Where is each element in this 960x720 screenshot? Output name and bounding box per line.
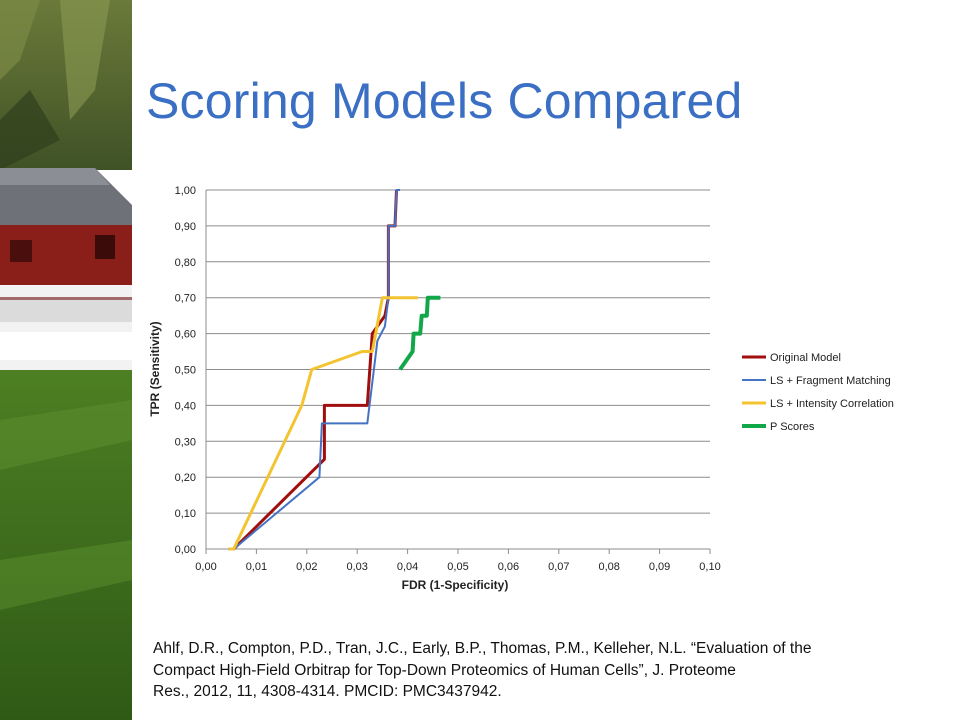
y-tick-label: 0,20 — [175, 472, 196, 484]
x-tick-label: 0,02 — [296, 561, 317, 573]
y-tick-label: 0,10 — [175, 508, 196, 520]
side-photo — [0, 0, 132, 720]
legend-label: LS + Intensity Correlation — [770, 398, 894, 410]
x-tick-labels: 0,00 0,01 0,02 0,03 0,04 0,05 0,06 0,07 0,08 0,09… — [195, 561, 720, 573]
x-tick-label: 0,00 — [195, 561, 216, 573]
y-tick-label: 0,80 — [175, 257, 196, 269]
series-lines — [228, 189, 441, 551]
citation-line: Ahlf, D.R., Compton, P.D., Tran, J.C., E… — [153, 640, 812, 657]
x-tick-label: 0,04 — [397, 561, 418, 573]
series-line-4 — [398, 295, 441, 371]
y-tick-label: 0,40 — [175, 400, 196, 412]
legend-label: Original Model — [770, 352, 841, 364]
y-tick-label: 1,00 — [175, 185, 196, 197]
legend-label: LS + Fragment Matching — [770, 375, 891, 387]
citation-line: Res., 2012, 11, 4308-4314. PMCID: PMC343… — [153, 683, 502, 700]
x-tick-label: 0,08 — [598, 561, 619, 573]
gridlines — [205, 189, 711, 554]
citation-line: Compact High-Field Orbitrap for Top-Down… — [153, 661, 736, 679]
x-tick-label: 0,06 — [498, 561, 519, 573]
x-tick-label: 0,07 — [548, 561, 569, 573]
x-tick-label: 0,09 — [649, 561, 670, 573]
y-tick-labels: 0,00 0,10 0,20 0,30 0,40 0,50 0,60 0,70 0,80 0,90… — [175, 185, 196, 556]
y-tick-label: 0,60 — [175, 329, 196, 341]
x-tick-label: 0,01 — [246, 561, 267, 573]
y-tick-label: 0,30 — [175, 436, 196, 448]
x-tick-label: 0,10 — [699, 561, 720, 573]
legend-label: P Scores — [770, 421, 815, 433]
series-line-3 — [228, 296, 418, 551]
y-tick-label: 0,70 — [175, 293, 196, 305]
series-line-2 — [228, 189, 400, 550]
x-tick-label: 0,05 — [447, 561, 468, 573]
y-tick-label: 0,00 — [175, 544, 196, 556]
x-axis-label: FDR (1-Specificity) — [402, 578, 509, 592]
y-axis-label: TPR (Sensitivity) — [148, 321, 162, 416]
x-tick-label: 0,03 — [346, 561, 367, 573]
y-tick-label: 0,50 — [175, 365, 196, 377]
citation: Ahlf, D.R., Compton, P.D., Tran, J.C., E… — [153, 638, 913, 703]
slide-title: Scoring Models Compared — [146, 73, 743, 129]
legend: Original Model LS + Fragment Matching LS +… — [742, 352, 894, 433]
farm-photo-image — [0, 0, 132, 720]
roc-chart: 0,00 0,10 0,20 0,30 0,40 0,50 0,60 0,70 0,80 0,90… — [148, 185, 894, 592]
y-tick-label: 0,90 — [175, 221, 196, 233]
